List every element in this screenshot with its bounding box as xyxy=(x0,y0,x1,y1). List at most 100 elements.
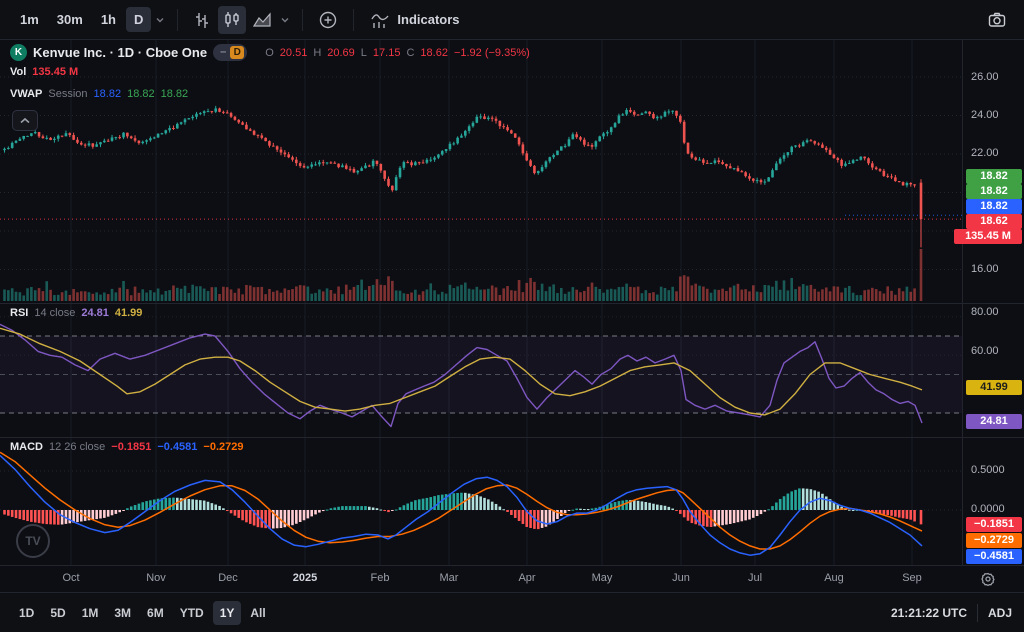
price-scale-badge: −0.2729 xyxy=(966,533,1022,548)
symbol-logo[interactable]: K xyxy=(10,44,27,61)
time-axis[interactable]: Oct Nov Dec 2025 Feb Mar Apr May Jun Jul Aug Sep xyxy=(0,565,1024,592)
low-value: 17.15 xyxy=(372,46,401,59)
range-1m-button[interactable]: 1M xyxy=(75,601,106,625)
price-scale-badge: 41.99 xyxy=(966,380,1022,395)
interval-dropdown-button[interactable] xyxy=(153,11,167,29)
range-ytd-button[interactable]: YTD xyxy=(173,601,211,625)
symbol-title[interactable]: Kenvue Inc. · 1D · Cboe One xyxy=(33,45,208,60)
price-scale-badge: 18.82 xyxy=(966,199,1022,214)
camera-icon xyxy=(986,9,1008,31)
price-scale-badge: 135.45 M xyxy=(954,229,1022,244)
high-value: 20.69 xyxy=(327,46,355,59)
clock[interactable]: 21:21:22 UTC xyxy=(890,605,967,620)
price-scale-label: 16.00 xyxy=(971,263,999,275)
screenshot-button[interactable] xyxy=(982,5,1012,35)
range-3m-button[interactable]: 3M xyxy=(107,601,138,625)
rsi-label: RSI xyxy=(10,307,29,319)
chevron-down-icon xyxy=(155,15,165,25)
symbol-legend-row: K Kenvue Inc. · 1D · Cboe One – D O 20.51… xyxy=(10,44,530,61)
price-scale-badge: 18.82 xyxy=(966,184,1022,199)
close-label: C xyxy=(406,46,415,59)
pane-separator-rsi[interactable] xyxy=(0,303,1024,304)
vwap-legend-row[interactable]: VWAP Session 18.82 18.82 18.82 xyxy=(10,88,188,100)
vwap-value-1: 18.82 xyxy=(93,88,122,100)
vwap-mode: Session xyxy=(48,88,88,100)
tradingview-logo[interactable]: TV xyxy=(16,524,50,558)
volume-legend-row[interactable]: Vol 135.45 M xyxy=(10,66,78,78)
price-scale-label: 80.00 xyxy=(971,306,999,318)
range-6m-button[interactable]: 6M xyxy=(140,601,171,625)
range-1d-button[interactable]: 1D xyxy=(12,601,41,625)
rsi-value: 24.81 xyxy=(81,307,109,319)
open-label: O xyxy=(265,46,274,59)
interval-1d-button[interactable]: D xyxy=(126,7,152,32)
time-axis-month-label: Feb xyxy=(370,572,390,584)
vwap-value-2: 18.82 xyxy=(127,88,155,100)
chart-type-area-button[interactable] xyxy=(248,6,276,34)
interval-30m-button[interactable]: 30m xyxy=(49,7,91,32)
time-axis-month-label: May xyxy=(591,572,613,584)
bottom-toolbar-right: 21:21:22 UTC ADJ xyxy=(890,603,1012,622)
volume-value: 135.45 M xyxy=(32,66,79,78)
rsi-legend-row[interactable]: RSI 14 close 24.81 41.99 xyxy=(10,307,142,319)
price-scale-label: 22.00 xyxy=(971,147,999,159)
indicators-label: Indicators xyxy=(397,12,460,27)
time-axis-month-label: Mar xyxy=(439,572,459,584)
volume-label: Vol xyxy=(10,66,27,78)
area-chart-icon xyxy=(252,10,272,30)
chart-settings-button[interactable] xyxy=(978,569,998,589)
chart-type-dropdown-button[interactable] xyxy=(278,11,292,29)
range-all-button[interactable]: All xyxy=(243,601,272,625)
plus-circle-icon xyxy=(317,9,339,31)
chart-type-candles-button[interactable] xyxy=(218,5,247,34)
price-scale-label: 0.0000 xyxy=(971,503,1005,515)
rsi-ma-value: 41.99 xyxy=(114,307,143,319)
range-5d-button[interactable]: 5D xyxy=(43,601,72,625)
price-scale[interactable]: 26.00 24.00 22.00 16.00 80.00 60.00 0.5000 0.00… xyxy=(954,40,1024,565)
toolbar-divider xyxy=(302,8,304,31)
time-axis-month-label: Jul xyxy=(747,572,763,584)
chevron-down-icon xyxy=(280,15,290,25)
adjusted-data-toggle[interactable]: ADJ xyxy=(987,605,1012,620)
chevron-up-icon xyxy=(19,117,31,125)
candles xyxy=(3,105,923,248)
price-scale-label: 24.00 xyxy=(971,109,999,121)
chart-type-bars-button[interactable] xyxy=(188,6,216,34)
interval-1h-button[interactable]: 1h xyxy=(93,7,124,32)
macd-signal-value: −0.2729 xyxy=(203,441,244,453)
time-axis-month-label: Sep xyxy=(902,572,922,584)
gear-icon xyxy=(980,571,996,587)
time-axis-month-label: Aug xyxy=(824,572,844,584)
legend-collapse-button[interactable] xyxy=(12,110,38,131)
price-scale-badge: 18.62 xyxy=(966,214,1022,229)
macd-params: 12 26 close xyxy=(49,441,106,453)
interval-1m-button[interactable]: 1m xyxy=(12,7,47,32)
macd-legend-row[interactable]: MACD 12 26 close −0.1851 −0.4581 −0.2729 xyxy=(10,441,244,453)
range-buttons: 1D 5D 1M 3M 6M YTD 1Y All xyxy=(12,600,273,625)
pane-separator-macd[interactable] xyxy=(0,437,1024,438)
chart-area: K Kenvue Inc. · 1D · Cboe One – D O 20.51… xyxy=(0,40,1024,565)
compare-add-button[interactable] xyxy=(313,5,343,35)
chart-canvas[interactable] xyxy=(0,40,962,565)
macd-label: MACD xyxy=(10,441,43,453)
close-value: 18.62 xyxy=(420,46,448,59)
indicators-icon xyxy=(370,10,390,30)
low-label: L xyxy=(360,46,367,59)
high-label: H xyxy=(313,46,322,59)
macd-histogram xyxy=(3,488,923,530)
indicators-button[interactable]: Indicators xyxy=(364,6,465,34)
toolbar-divider xyxy=(353,8,355,31)
market-status-toggle[interactable]: – D xyxy=(213,44,248,61)
time-axis-month-label: Nov xyxy=(146,572,166,584)
bottom-toolbar: 1D 5D 1M 3M 6M YTD 1Y All 21:21:22 UTC A… xyxy=(0,592,1024,632)
range-1y-button[interactable]: 1Y xyxy=(212,600,242,625)
rsi-params: 14 close xyxy=(34,307,76,319)
market-dash: – xyxy=(220,46,227,58)
price-scale-badge: −0.4581 xyxy=(966,549,1022,564)
gridlines xyxy=(0,40,962,565)
bottom-toolbar-divider xyxy=(976,603,978,622)
price-scale-badge: 18.82 xyxy=(966,169,1022,184)
time-axis-month-label: Jun xyxy=(672,572,690,584)
vwap-label: VWAP xyxy=(10,88,43,100)
change-value: −1.92 (−9.35%) xyxy=(453,46,530,59)
